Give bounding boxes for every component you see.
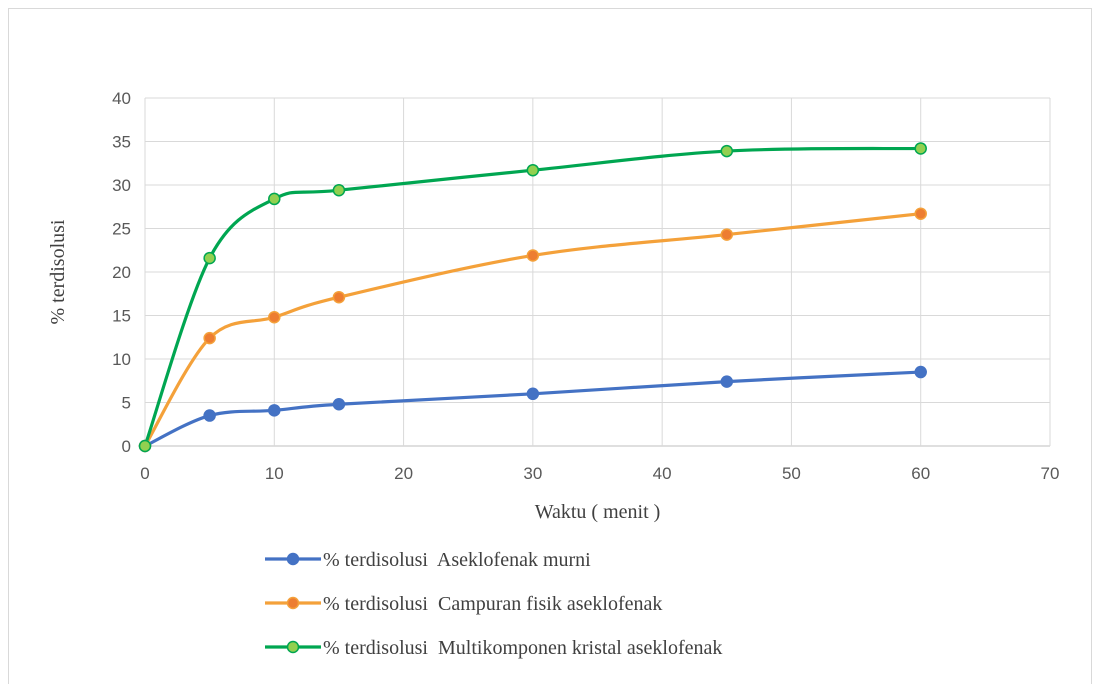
x-tick-label: 40: [653, 464, 672, 483]
legend-label: % terdisolusi Aseklofenak murni: [323, 549, 591, 571]
line-chart: 0 5 10 15 20 25 30 35 40 0 10 20 30 40 50 60 70 Waktu ( …: [47, 89, 1059, 659]
data-point: [268, 310, 281, 324]
x-tick-label: 10: [265, 464, 284, 483]
data-point: [720, 228, 734, 241]
legend: % terdisolusi Aseklofenak murni % terdiso…: [265, 549, 722, 659]
legend-label: % terdisolusi Multikomponen kristal asek…: [323, 637, 722, 659]
x-tick-label: 50: [782, 464, 801, 483]
y-tick-label: 5: [122, 394, 131, 413]
series-line: [144, 370, 921, 448]
legend-swatch-marker: [286, 596, 300, 610]
y-tick-label: 35: [112, 133, 131, 152]
y-tick-label: 0: [122, 437, 131, 456]
data-point: [203, 331, 216, 345]
data-point: [526, 387, 540, 401]
legend-swatch-marker: [286, 552, 300, 566]
y-tick-label: 10: [112, 350, 131, 369]
data-point: [720, 375, 734, 388]
y-tick-label: 40: [112, 89, 131, 108]
grid: [144, 97, 1051, 447]
y-axis-title: % terdisolusi: [47, 219, 69, 324]
data-point: [526, 163, 540, 177]
data-point: [914, 365, 927, 379]
data-point: [138, 439, 152, 453]
data-points: [138, 142, 927, 453]
x-tick-label: 60: [911, 464, 930, 483]
data-point: [914, 207, 927, 220]
data-point: [526, 249, 540, 262]
legend-label: % terdisolusi Campuran fisik aseklofenak: [323, 593, 662, 615]
x-tick-label: 30: [523, 464, 542, 483]
y-tick-label: 30: [112, 176, 131, 195]
data-point: [332, 397, 346, 411]
chart-frame: 0 5 10 15 20 25 30 35 40 0 10 20 30 40 50 60 70 Waktu ( …: [8, 8, 1092, 684]
x-tick-label: 70: [1041, 464, 1060, 483]
axes: 0 5 10 15 20 25 30 35 40 0 10 20 30 40 50 60 70: [112, 89, 1059, 483]
data-point: [268, 404, 281, 417]
x-tick-label: 20: [394, 464, 413, 483]
data-point: [332, 290, 346, 304]
data-point: [268, 192, 281, 206]
legend-swatch-marker: [286, 640, 300, 654]
data-point: [203, 251, 216, 265]
x-axis-title: Waktu ( menit ): [535, 501, 661, 523]
data-point: [720, 144, 734, 158]
x-tick-label: 0: [140, 464, 149, 483]
y-tick-label: 20: [112, 263, 131, 282]
data-point: [332, 183, 346, 197]
y-tick-label: 15: [112, 307, 131, 326]
data-point: [203, 409, 216, 422]
data-point: [914, 142, 927, 155]
y-tick-label: 25: [112, 220, 131, 239]
